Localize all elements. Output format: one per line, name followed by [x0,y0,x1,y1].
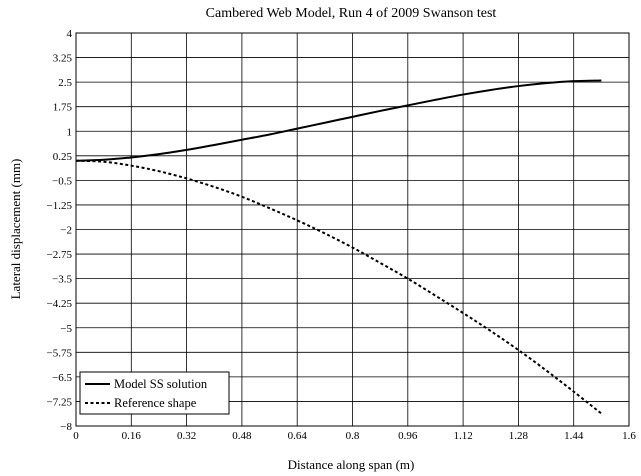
x-tick-label: 1.6 [622,430,636,442]
y-tick-label: −0.5 [52,175,72,187]
x-axis-label: Distance along span (m) [288,457,415,472]
series-line-model-ss-solution [75,79,602,162]
series-lines [75,79,602,415]
legend-label-reference-shape: Reference shape [114,396,197,410]
y-tick-label: −6.5 [52,372,72,384]
y-tick-label: 0.25 [53,151,73,163]
tick-labels: 0 0.16 0.32 0.48 0.64 0.8 0.96 1.12 1.28 1.44 1.6 4… [47,28,637,442]
y-tick-label: −1.25 [47,200,73,212]
y-tick-label: 1 [67,126,73,138]
y-tick-label: −5 [60,323,72,335]
x-tick-label: 0.8 [346,430,360,442]
y-tick-label: −5.75 [47,347,73,359]
y-tick-label: −2.75 [47,249,73,261]
legend-box [79,371,230,415]
x-tick-label: 0.32 [177,430,196,442]
y-tick-label: 2.5 [58,77,72,89]
y-tick-label: 3.25 [53,53,73,65]
x-tick-label: 0.16 [122,430,142,442]
x-tick-label: 0.48 [232,430,252,442]
legend-label-model-ss-solution: Model SS solution [114,377,208,391]
grid [75,32,630,427]
y-tick-label: −8 [60,421,72,433]
y-tick-label: −3.5 [52,274,72,286]
series-line-reference-shape [75,159,602,415]
x-tick-label: 0 [73,430,79,442]
x-tick-label: 1.44 [564,430,584,442]
y-tick-label: 4 [67,28,73,40]
y-tick-label: −4.25 [47,298,73,310]
x-tick-label: 1.12 [453,430,472,442]
y-tick-label: 1.75 [53,102,73,114]
legend: Model SS solution Reference shape [79,371,230,415]
plot-frame [75,32,630,427]
y-tick-label: −7.25 [47,396,73,408]
x-tick-label: 1.28 [509,430,529,442]
y-tick-label: −2 [60,225,72,237]
y-axis-label: Lateral displacement (mm) [8,159,23,300]
x-tick-label: 0.64 [288,430,308,442]
chart-title: Cambered Web Model, Run 4 of 2009 Swanso… [206,6,497,21]
x-tick-label: 0.96 [398,430,418,442]
